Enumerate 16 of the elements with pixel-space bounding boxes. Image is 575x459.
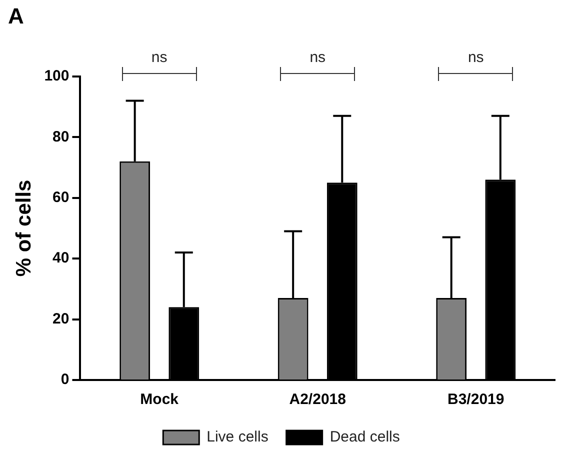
text: ns: [151, 49, 168, 66]
y-tick-label: 60: [52, 188, 70, 206]
x-tick-label: Mock: [140, 391, 180, 408]
y-tick-label: 100: [44, 68, 70, 85]
text: ns: [468, 49, 484, 66]
y-tick-label: 80: [52, 128, 70, 146]
y-tick-label: 20: [52, 310, 70, 328]
x-tick-label: A2/2018: [289, 391, 346, 408]
x-tick-label: B3/2019: [448, 391, 504, 408]
y-tick-label: 40: [52, 250, 70, 267]
legend-label: Dead cells: [330, 428, 400, 446]
text: ns: [310, 49, 326, 66]
y-axis-title: % of cells: [12, 180, 36, 277]
y-tick-label: 0: [60, 371, 70, 388]
chart-title: A: [8, 3, 24, 28]
legend-label: Live cells: [206, 428, 268, 446]
